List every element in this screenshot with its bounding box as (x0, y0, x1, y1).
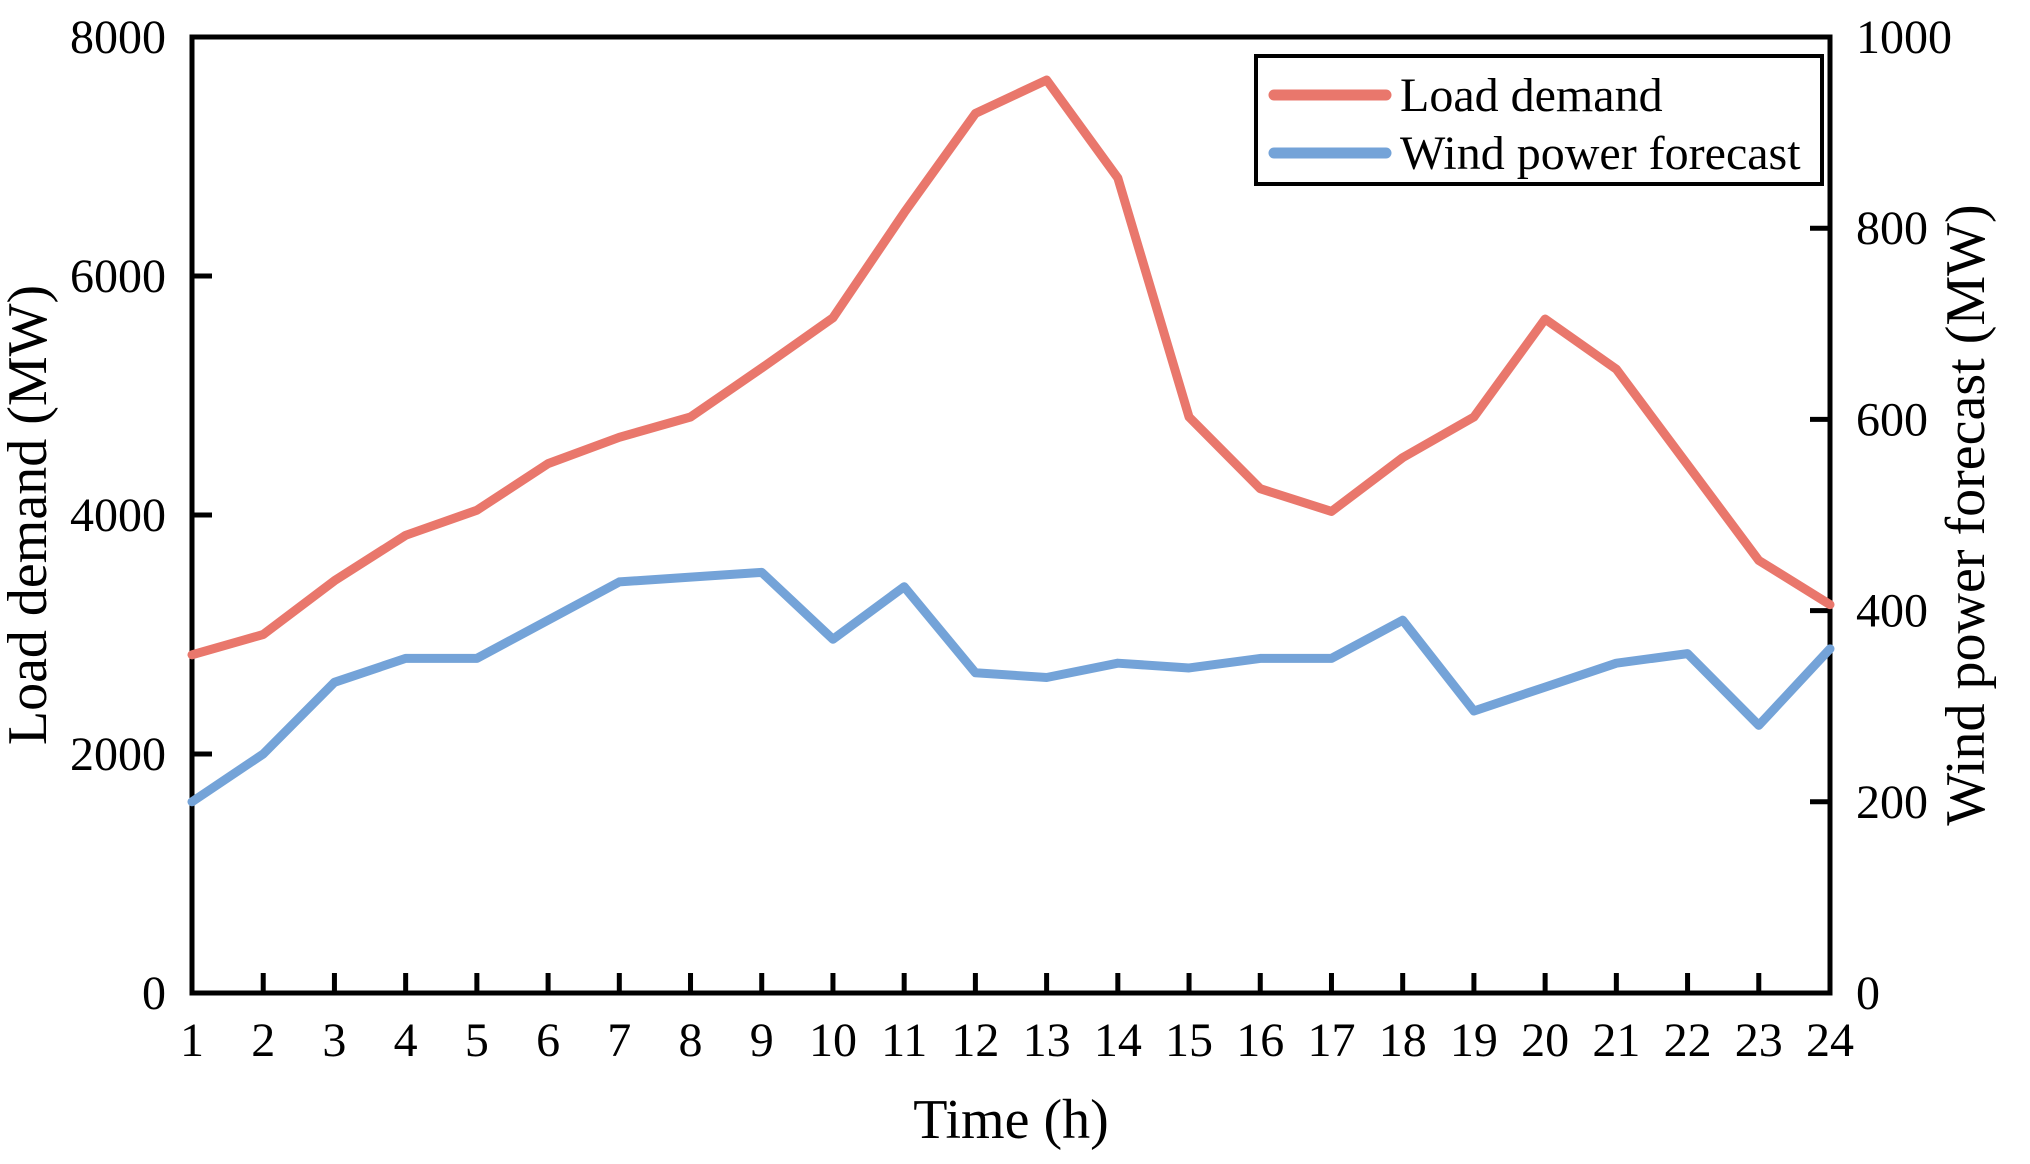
load-demand-line (187, 75, 1835, 660)
y-right-tick-label: 0 (1856, 967, 1880, 1020)
x-tick-label: 15 (1165, 1014, 1213, 1067)
x-tick-label: 18 (1379, 1014, 1427, 1067)
x-tick-label: 2 (251, 1014, 275, 1067)
x-tick-label: 23 (1735, 1014, 1783, 1067)
x-tick-label: 10 (809, 1014, 857, 1067)
x-tick-label: 17 (1307, 1014, 1355, 1067)
x-tick-label: 13 (1023, 1014, 1071, 1067)
legend-box (1254, 54, 1824, 186)
wind-power-forecast-line (187, 567, 1835, 807)
y-left-tick-label: 0 (142, 967, 166, 1020)
x-tick-label: 5 (465, 1014, 489, 1067)
x-tick-label: 9 (750, 1014, 774, 1067)
y-left-tick-label: 8000 (70, 11, 166, 64)
x-tick-label: 7 (607, 1014, 631, 1067)
y-right-tick-label: 400 (1856, 585, 1928, 638)
legend-label-load-demand: Load demand (1400, 69, 1663, 122)
x-tick-label: 20 (1521, 1014, 1569, 1067)
legend-label-wind-power-forecast: Wind power forecast (1400, 127, 1801, 180)
x-tick-label: 1 (180, 1014, 204, 1067)
y-axis-title-right: Wind power forecast (MW) (1935, 204, 1997, 825)
x-tick-label: 3 (322, 1014, 346, 1067)
x-tick-label: 24 (1806, 1014, 1854, 1067)
y-left-tick-label: 6000 (70, 250, 166, 303)
y-left-tick-label: 2000 (70, 728, 166, 781)
x-tick-label: 16 (1236, 1014, 1284, 1067)
y-right-tick-label: 600 (1856, 393, 1928, 446)
x-tick-label: 8 (679, 1014, 703, 1067)
x-tick-label: 14 (1094, 1014, 1142, 1067)
x-axis-title: Time (h) (913, 1089, 1109, 1151)
x-tick-label: 22 (1664, 1014, 1712, 1067)
x-tick-label: 21 (1592, 1014, 1640, 1067)
x-tick-label: 6 (536, 1014, 560, 1067)
y-right-tick-label: 800 (1856, 202, 1928, 255)
y-axis-title-left: Load demand (MW) (0, 285, 59, 745)
y-right-tick-label: 1000 (1856, 11, 1952, 64)
y-left-tick-label: 4000 (70, 489, 166, 542)
x-tick-label: 19 (1450, 1014, 1498, 1067)
x-tick-label: 12 (951, 1014, 999, 1067)
x-tick-label: 11 (881, 1014, 927, 1067)
y-right-tick-label: 200 (1856, 776, 1928, 829)
x-tick-label: 4 (394, 1014, 418, 1067)
